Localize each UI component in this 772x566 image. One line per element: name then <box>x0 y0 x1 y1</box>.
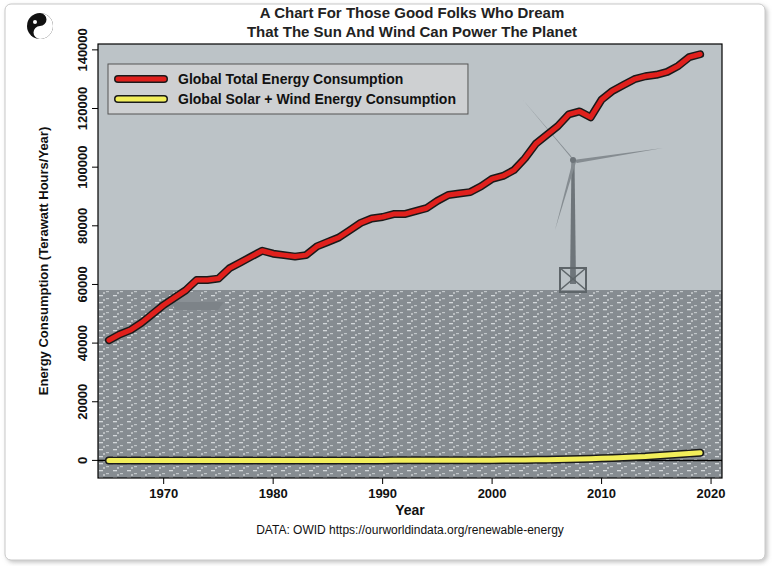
line-outline <box>109 54 700 340</box>
x-tick <box>382 478 383 484</box>
y-axis-title: Energy Consumption (Terawatt Hours/Year) <box>36 127 51 395</box>
y-tick <box>92 167 98 168</box>
card <box>5 4 765 560</box>
turbine-tower <box>570 160 576 284</box>
turbine-blade <box>573 148 663 163</box>
turbine-base <box>560 268 586 290</box>
line <box>109 54 700 340</box>
logo-circle <box>27 13 53 39</box>
data-group <box>109 54 700 460</box>
legend-swatch <box>118 97 164 102</box>
x-tick <box>163 478 164 484</box>
line-outline <box>109 453 700 461</box>
x-tick-label: 1970 <box>149 486 178 501</box>
y-tick-label: 40000 <box>75 325 90 361</box>
logo <box>27 13 53 39</box>
turbine-blade <box>555 160 576 230</box>
title: A Chart For Those Good Folks Who Dream <box>260 4 564 21</box>
line <box>109 453 700 461</box>
y-tick <box>92 225 98 226</box>
y-tick <box>92 343 98 344</box>
legend: Global Total Energy Consumption Global So… <box>108 64 468 114</box>
y-tick-label: 100000 <box>75 145 90 188</box>
source: DATA: OWID https://ourworldindata.org/re… <box>256 523 564 537</box>
sea <box>98 290 722 478</box>
turbine-base <box>560 268 586 290</box>
x-tick <box>492 478 493 484</box>
y-tick-label: 80000 <box>75 208 90 244</box>
x-tick-label: 2000 <box>478 486 507 501</box>
legend-swatch-outline <box>118 95 164 103</box>
legend-label: Global Solar + Wind Energy Consumption <box>178 91 456 107</box>
x-tick-label: 2020 <box>697 486 726 501</box>
logo-half <box>34 13 54 39</box>
x-tick-label: 1980 <box>259 486 288 501</box>
y-tick <box>92 49 98 50</box>
turbine-base <box>560 268 586 292</box>
title: That The Sun And Wind Can Power The Plan… <box>247 23 577 40</box>
chart: A Chart For Those Good Folks Who Dream Th… <box>0 0 772 566</box>
logo-dot <box>33 20 37 24</box>
plot-frame <box>98 44 722 478</box>
turbine-hub <box>570 157 576 163</box>
x-tick <box>273 478 274 484</box>
y-tick-label: 140000 <box>75 28 90 71</box>
x-tick <box>711 478 712 484</box>
x-tick <box>601 478 602 484</box>
y-tick-label: 0 <box>75 457 90 464</box>
y-tick <box>92 401 98 402</box>
x-tick-label: 1990 <box>368 486 397 501</box>
y-tick <box>92 108 98 109</box>
y-tick-label: 120000 <box>75 87 90 130</box>
x-tick-label: 2010 <box>587 486 616 501</box>
y-tick <box>92 460 98 461</box>
legend-swatch <box>118 77 164 82</box>
y-tick <box>92 284 98 285</box>
boat <box>170 302 224 310</box>
legend-swatch-outline <box>118 75 164 83</box>
y-tick-label: 20000 <box>75 384 90 420</box>
y-tick-label: 60000 <box>75 266 90 302</box>
legend-box <box>108 64 468 114</box>
x-axis-title: Year <box>395 502 425 518</box>
legend-label: Global Total Energy Consumption <box>178 71 403 87</box>
